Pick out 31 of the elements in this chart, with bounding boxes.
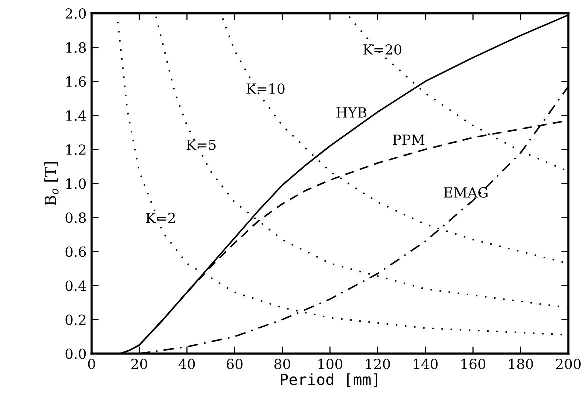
y-tick-label: 0.0	[66, 348, 86, 360]
y-tick-label: 1.2	[66, 144, 86, 156]
x-tick-label: 200	[556, 358, 581, 370]
series-label: EMAG	[444, 187, 488, 198]
x-tick-label: 60	[226, 358, 243, 370]
x-tick-label: 40	[178, 358, 196, 370]
series-label: PPM	[393, 134, 425, 145]
x-tick-label: 160	[462, 358, 486, 370]
x-tick-label: 140	[414, 358, 438, 370]
x-tick-label: 0	[88, 358, 96, 370]
series-label: K=10	[246, 84, 285, 94]
series-label: K=20	[364, 44, 402, 55]
series-label: K=5	[186, 140, 216, 150]
x-tick-label: 20	[132, 358, 148, 370]
y-tick-label: 1.4	[66, 110, 86, 122]
y-tick-label: 0.8	[66, 212, 86, 224]
y-tick-label: 0.2	[66, 314, 86, 326]
x-tick-label: 80	[274, 358, 290, 370]
y-tick-label: 0.6	[66, 246, 86, 258]
y-axis-title: B$_{o}$ [T]	[44, 162, 59, 206]
series-label: HYB	[336, 108, 367, 118]
y-tick-label: 0.4	[66, 280, 86, 292]
x-tick-label: 120	[366, 358, 390, 370]
y-tick-label: 1.8	[66, 42, 86, 54]
y-tick-label: 1.6	[66, 76, 86, 88]
y-tick-label: 2.0	[66, 8, 86, 20]
series-label: K=2	[146, 212, 176, 224]
x-tick-label: 100	[318, 358, 343, 370]
x-axis-title: Period [mm]	[281, 374, 378, 388]
y-tick-label: 1.0	[66, 178, 86, 190]
x-tick-label: 180	[509, 358, 534, 370]
